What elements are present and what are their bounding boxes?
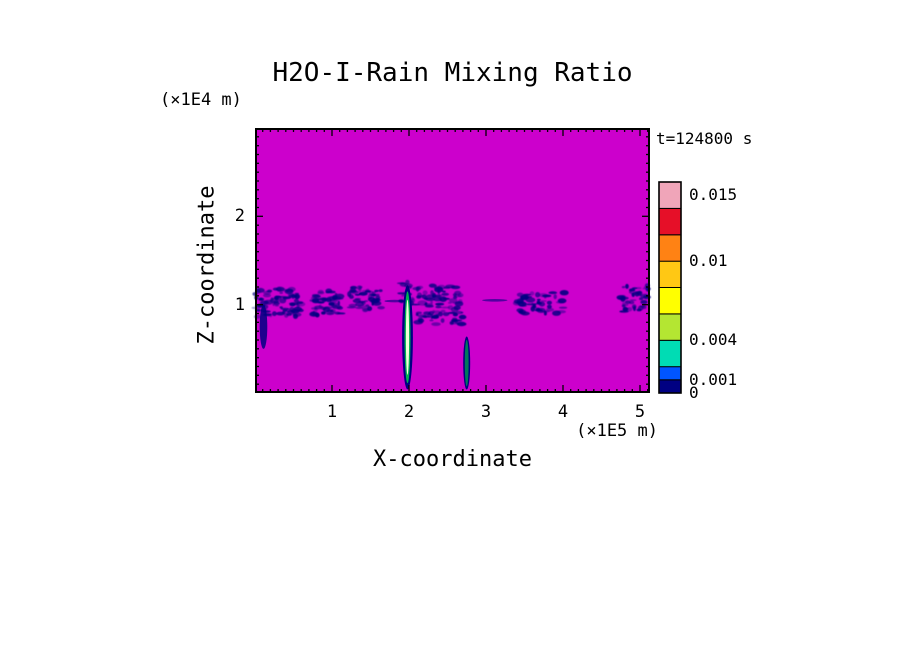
rain-speckle-cluster <box>616 283 651 313</box>
chart-title: H2O-I-Rain Mixing Ratio <box>272 58 633 88</box>
x-tick-label: 4 <box>557 402 569 422</box>
colorbar-tick-label: 0 <box>689 383 699 402</box>
colorbar-segment <box>658 234 682 262</box>
rain-speckle-cluster <box>309 288 346 318</box>
plot-border <box>255 128 650 393</box>
rain-speckle-cluster <box>346 285 385 313</box>
colorbar-segment <box>658 339 682 368</box>
colorbar-segment <box>658 379 682 394</box>
x-tick-label: 1 <box>326 402 338 422</box>
z-tick-label: 1 <box>234 294 245 315</box>
rain-speckle-cluster <box>413 283 467 327</box>
z-axis-unit-label: (×1E4 m) <box>160 90 242 110</box>
colorbar-tick-label: 0.015 <box>689 185 738 205</box>
x-axis-unit-label: (×1E5 m) <box>576 421 658 441</box>
colorbar-segment <box>658 181 682 209</box>
colorbar-segment <box>658 260 682 288</box>
colorbar-segment <box>658 366 682 381</box>
colorbar-segment <box>658 313 682 341</box>
colorbar-tick-label: 0.01 <box>689 251 728 271</box>
colorbar-segment <box>658 207 682 236</box>
time-label: t=124800 s <box>656 129 753 148</box>
rain-speckle-cluster <box>512 290 569 316</box>
x-tick-label: 2 <box>403 402 415 422</box>
rain-wisp <box>482 299 508 302</box>
rain-speckle-cluster <box>251 286 306 319</box>
rain-plume <box>259 304 268 349</box>
rain-shaft-layer <box>405 299 410 375</box>
colorbar-tick-label: 0.001 <box>689 369 738 389</box>
colorbar-segment <box>658 287 682 315</box>
colorbar <box>658 181 682 394</box>
rain-shaft-layer <box>464 339 469 387</box>
plot-area <box>251 128 651 393</box>
x-tick-label: 5 <box>634 402 646 422</box>
z-tick-label: 2 <box>234 206 245 227</box>
x-tick-label: 3 <box>480 402 492 422</box>
colorbar-border <box>658 181 682 394</box>
colorbar-tick-label: 0.004 <box>689 330 738 350</box>
x-axis-title: X-coordinate <box>373 447 532 472</box>
